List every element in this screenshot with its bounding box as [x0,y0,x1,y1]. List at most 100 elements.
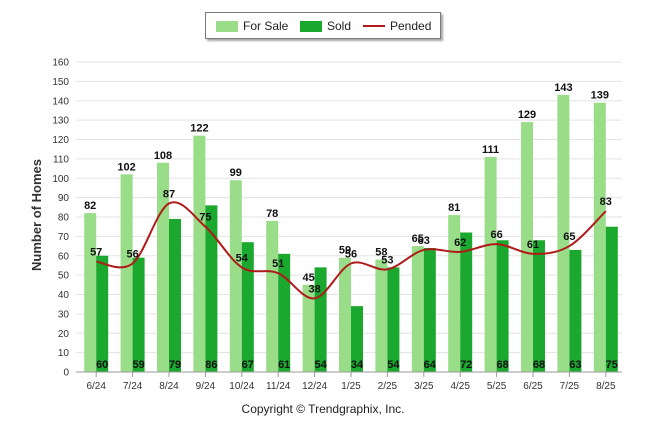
sold-swatch [300,20,322,32]
for-sale-data-label: 111 [482,144,499,156]
sold-bar [569,249,582,372]
y-tick-label: 80 [58,213,70,224]
pended-data-label: 75 [199,212,211,224]
sold-data-label: 54 [314,359,327,371]
y-tick-label: 120 [52,135,69,146]
pended-data-label: 62 [454,237,466,249]
pended-data-label: 56 [345,249,357,261]
pended-data-label: 63 [418,235,430,247]
x-tick-label: 7/24 [123,381,143,392]
legend-item-for-sale[interactable]: For Sale [216,19,288,33]
pended-data-label: 54 [236,252,249,264]
for-sale-data-label: 99 [230,167,242,179]
for-sale-bar [411,246,424,372]
pended-data-label: 66 [490,229,502,241]
sold-data-label: 86 [205,359,217,371]
pended-data-label: 87 [163,188,175,200]
for-sale-data-label: 129 [518,109,536,121]
for-sale-bar [193,135,206,372]
for-sale-data-label: 65 [412,233,424,245]
sold-data-label: 54 [387,359,400,371]
for-sale-data-label: 139 [591,90,609,102]
y-tick-label: 110 [53,154,69,165]
pended-data-label: 83 [600,196,612,208]
sold-bar [533,240,545,372]
sold-bar [496,240,509,372]
y-axis-title: Number of Homes [29,159,44,271]
legend-label-for-sale: For Sale [243,19,289,33]
for-sale-bar [84,213,97,372]
copyright: Copyright © Trendgraphix, Inc. [241,402,405,416]
x-tick-label: 8/25 [596,381,616,392]
for-sale-data-label: 143 [554,82,572,94]
legend-item-pended[interactable]: Pended [363,19,431,33]
legend: For Sale Sold Pended [205,12,441,39]
axes: 0 10 20 30 40 50 60 70 80 90 100 110 120 130 140 150 160… [52,58,622,392]
y-tick-label: 50 [58,271,70,282]
y-tick-label: 130 [52,116,69,127]
x-tick-label: 11/24 [266,381,291,392]
sold-bar [351,306,363,372]
x-tick-label: 4/25 [450,381,470,392]
for-sale-bar [266,220,279,372]
legend-item-sold[interactable]: Sold [300,19,351,33]
sold-bar [205,205,218,372]
for-sale-data-label: 81 [448,202,460,214]
for-sale-bar [302,284,315,372]
legend-label-sold: Sold [327,19,352,33]
y-tick-label: 90 [58,193,70,204]
x-tick-label: 10/24 [229,381,254,392]
sold-data-label: 72 [460,359,472,371]
sold-bar [169,218,181,372]
x-tick-label: 5/25 [487,381,507,392]
x-tick-label: 2/25 [378,381,398,392]
sold-data-label: 68 [533,359,545,371]
for-sale-data-label: 78 [266,208,278,220]
for-sale-bar [484,156,497,372]
x-tick-label: 6/24 [86,381,106,392]
pended-line-layer [96,201,607,300]
sold-data-label: 64 [424,359,437,371]
for-sale-data-label: 108 [154,150,172,162]
legend-label-pended: Pended [390,19,432,33]
sold-bar [96,255,109,372]
for-sale-data-label: 59 [339,245,351,257]
for-sale-bar [557,94,570,372]
pended-data-label: 53 [381,254,393,266]
for-sale-bar [339,257,351,372]
x-tick-label: 6/25 [523,381,543,392]
y-tick-label: 10 [58,348,70,359]
pended-data-label: 51 [272,258,284,270]
sold-bar [132,257,145,372]
y-tick-label: 40 [58,290,70,301]
for-sale-swatch [216,20,238,32]
y-tick-label: 20 [58,329,70,340]
y-tick-label: 30 [58,309,70,320]
y-tick-label: 60 [58,251,70,262]
data-labels: 82 60 102 59 108 79 122 86 99 67 78 61 45 54 59 34 58 54 6… [84,82,618,371]
bars [84,94,618,372]
sold-data-label: 67 [242,359,254,371]
x-tick-label: 1/25 [341,381,361,392]
for-sale-data-label: 122 [190,123,208,135]
for-sale-data-label: 82 [84,200,96,212]
pended-line [96,201,607,300]
y-tick-label: 70 [58,232,70,243]
sold-bar [423,248,436,372]
x-tick-label: 8/24 [159,381,179,392]
for-sale-bar [521,122,533,372]
for-sale-data-label: 102 [117,161,135,173]
pended-data-label: 38 [308,283,320,295]
sold-data-label: 61 [278,359,290,371]
y-tick-label: 100 [52,174,69,185]
sold-data-label: 34 [351,359,364,371]
pended-data-label: 57 [90,247,102,259]
sold-data-label: 59 [132,359,144,371]
for-sale-bar [593,102,606,372]
pended-data-label: 56 [126,249,138,261]
sold-data-label: 60 [96,359,108,371]
sold-data-label: 68 [496,359,508,371]
sold-bar [241,242,254,372]
